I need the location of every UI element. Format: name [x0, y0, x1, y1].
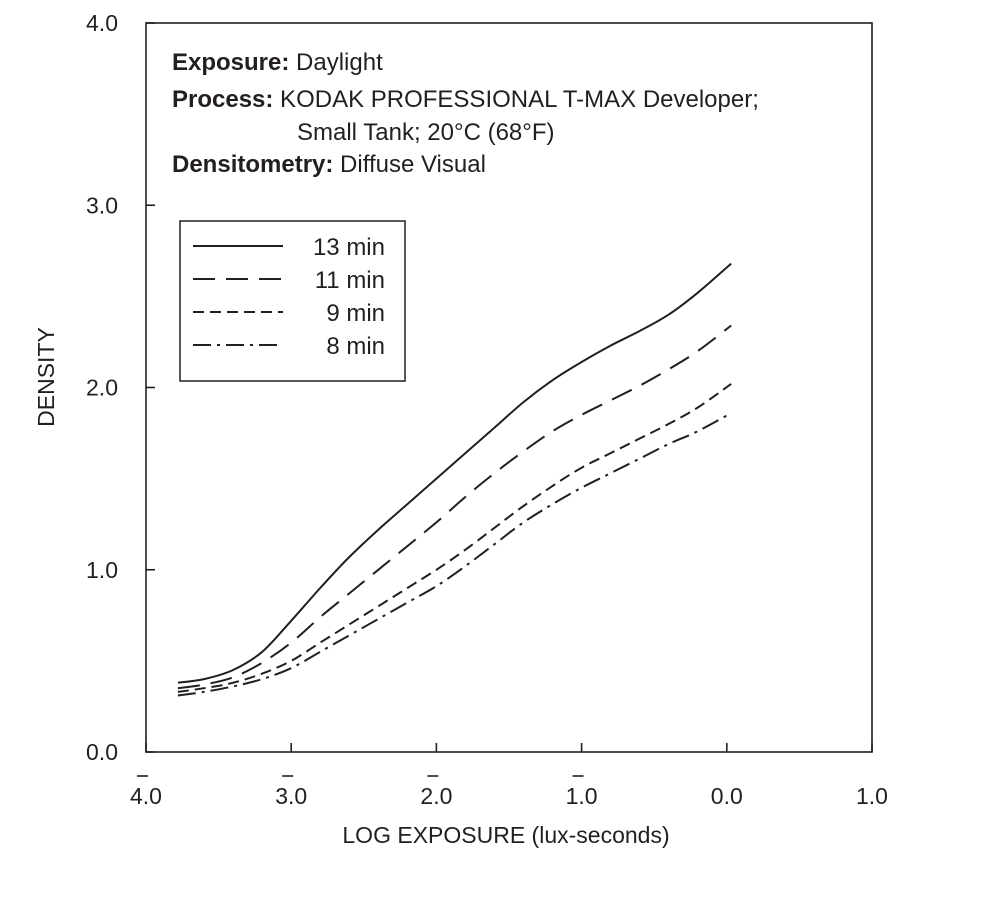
annotation-key-2: Process: [172, 86, 273, 113]
y-tick-label-5: 4.0 [86, 10, 118, 36]
annotation-value-1: Daylight [289, 49, 383, 76]
legend-label-1: 13 min [313, 234, 385, 261]
x-tick-label-4: 1.0 [566, 783, 598, 809]
legend-label-3: 9 min [326, 300, 385, 327]
series-line-4 [177, 412, 732, 697]
annotation-line-1: Exposure: Daylight [172, 49, 383, 76]
x-axis-label: LOG EXPOSURE (lux-seconds) [342, 822, 669, 848]
annotation-line-3: Small Tank; 20°C (68°F) [297, 119, 555, 146]
x-tick-label-6: 1.0 [856, 783, 888, 809]
series-line-3 [177, 383, 732, 693]
annotation-value-4: Diffuse Visual [333, 151, 486, 178]
y-tick-label-3: 2.0 [86, 375, 118, 401]
annotation-key-1: Exposure: [172, 49, 289, 76]
x-tick-label-5: 0.0 [711, 783, 743, 809]
series-line-1 [177, 262, 732, 684]
annotation-value-3: Small Tank; 20°C (68°F) [297, 119, 555, 146]
series-line-2 [177, 324, 732, 690]
annotation-line-4: Densitometry: Diffuse Visual [172, 151, 486, 178]
legend-label-2: 11 min [315, 267, 385, 294]
annotation-line-2: Process: KODAK PROFESSIONAL T-MAX Develo… [172, 86, 759, 113]
legend-label-4: 8 min [326, 333, 385, 360]
y-axis-label: DENSITY [33, 327, 59, 427]
legend-box [179, 220, 406, 382]
y-tick-label-4: 3.0 [86, 192, 118, 218]
annotation-value-2: KODAK PROFESSIONAL T-MAX Developer; [273, 86, 758, 113]
x-tick-label-3: 2.0 [420, 783, 452, 809]
y-tick-label-1: 0.0 [86, 739, 118, 765]
x-tick-label-2: 3.0 [275, 783, 307, 809]
annotation-key-4: Densitometry: [172, 151, 333, 178]
y-tick-label-2: 1.0 [86, 557, 118, 583]
x-tick-label-1: 4.0 [130, 783, 162, 809]
